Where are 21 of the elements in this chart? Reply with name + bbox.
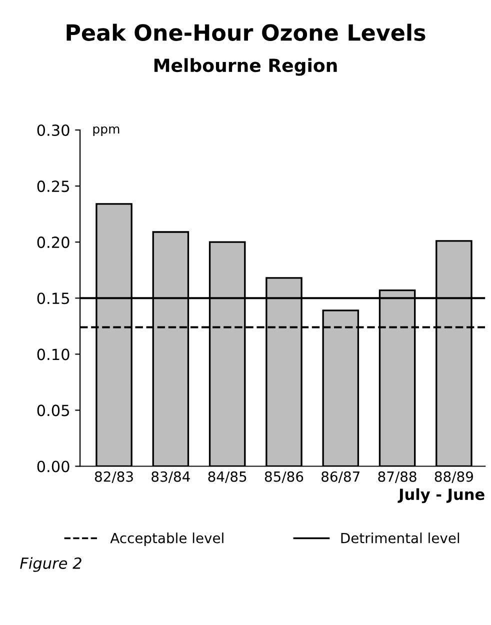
x-tick-label: 82/83 [94,471,133,483]
y-tick-label: 0.10 [37,348,70,360]
x-tick-label: 84/85 [208,471,246,483]
y-tick-label: 0.25 [37,180,69,192]
x-tick-label: 85/86 [264,471,304,483]
x-tick-label: 86/87 [322,471,360,483]
y-tick-label: 0.00 [37,460,70,472]
y-tick-label: 0.05 [37,404,69,416]
chart-title: Peak One-Hour Ozone Levels [66,24,426,41]
x-tick-label: 87/88 [378,471,416,483]
caption: Figure 2 [20,557,82,572]
x-axis-title: July - June [398,488,484,504]
y-axis-title: ppm [93,126,120,136]
x-tick-label: 83/84 [152,471,190,483]
x-tick-label: 88/89 [434,471,473,483]
legend-label: Acceptable level [110,532,224,546]
y-tick-label: 0.30 [37,124,70,136]
legend-label: Detrimental level [341,532,460,544]
y-tick-label: 0.15 [37,292,69,304]
y-tick-label: 0.20 [37,236,70,248]
chart-subtitle: Melbourne Region [154,58,337,76]
